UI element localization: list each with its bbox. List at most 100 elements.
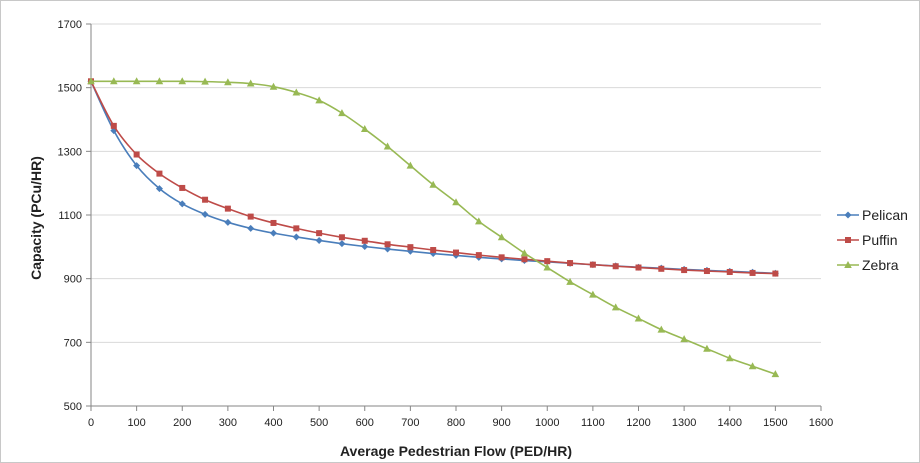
data-point-puffin-400 (270, 219, 277, 226)
data-point-pelican-100 (133, 162, 141, 170)
data-point-zebra-750 (429, 180, 437, 188)
data-point-puffin-750 (430, 247, 437, 254)
x-tick-label-900: 900 (492, 417, 510, 429)
data-point-puffin-1050 (567, 260, 574, 267)
x-tick-label-1000: 1000 (535, 417, 559, 429)
data-point-zebra-1250 (657, 325, 666, 333)
data-point-puffin-650 (384, 241, 391, 248)
y-tick-label-1500: 1500 (58, 83, 82, 95)
x-tick-label-100: 100 (127, 417, 145, 429)
x-tick-label-1500: 1500 (763, 417, 787, 429)
series-line-zebra (91, 80, 776, 375)
x-tick-label-1100: 1100 (581, 417, 605, 429)
y-tick-label-900: 900 (64, 274, 82, 286)
data-point-pelican-300 (224, 218, 232, 226)
data-point-puffin-300 (224, 205, 231, 212)
data-point-zebra-50 (110, 77, 118, 85)
data-point-zebra-800 (452, 198, 460, 206)
data-point-pelican-600 (361, 243, 369, 251)
data-point-puffin-1350 (703, 268, 710, 275)
data-point-pelican-650 (384, 245, 392, 253)
series-pelican (87, 77, 779, 277)
data-point-puffin-1000 (544, 258, 551, 265)
data-point-puffin-1400 (726, 268, 733, 275)
y-tick-label-500: 500 (64, 401, 82, 413)
x-tick-label-500: 500 (310, 417, 328, 429)
legend-marker-puffin (845, 237, 851, 243)
data-point-zebra-350 (246, 79, 255, 87)
data-point-zebra-500 (315, 96, 323, 104)
data-point-zebra-1200 (634, 314, 643, 322)
data-point-zebra-450 (292, 88, 301, 96)
y-tick-label-1100: 1100 (58, 210, 82, 222)
data-point-pelican-200 (178, 200, 186, 208)
x-tick-label-300: 300 (219, 417, 237, 429)
data-point-zebra-1450 (748, 362, 757, 370)
data-point-zebra-1300 (680, 335, 688, 343)
legend-marker-pelican (844, 211, 852, 219)
x-tick-label-800: 800 (447, 417, 465, 429)
x-tick-label-400: 400 (264, 417, 282, 429)
x-tick-label-700: 700 (401, 417, 419, 429)
data-point-zebra-1050 (566, 277, 574, 285)
data-point-pelican-150 (155, 185, 163, 193)
data-point-puffin-700 (407, 244, 414, 251)
data-point-puffin-1450 (749, 269, 756, 276)
data-point-zebra-250 (201, 77, 209, 85)
data-point-puffin-1200 (635, 264, 642, 271)
data-point-puffin-250 (202, 196, 209, 203)
axes (86, 23, 822, 411)
data-point-zebra-900 (497, 233, 506, 241)
x-tick-label-1200: 1200 (626, 417, 650, 429)
x-tick-label-1400: 1400 (718, 417, 742, 429)
legend-item-puffin: Puffin (837, 232, 898, 248)
data-point-zebra-650 (383, 142, 392, 150)
y-axis-title: Capacity (PCu/HR) (28, 156, 44, 280)
data-point-zebra-1350 (703, 344, 711, 352)
data-point-puffin-1500 (772, 270, 779, 277)
x-tick-label-1600: 1600 (809, 417, 833, 429)
data-point-puffin-50 (110, 122, 117, 129)
data-point-zebra-700 (406, 161, 415, 169)
data-point-zebra-1400 (725, 354, 734, 362)
data-point-zebra-1500 (771, 370, 780, 378)
legend: Pelican Puffin Zebra (837, 207, 908, 273)
data-point-zebra-850 (475, 217, 483, 225)
data-point-zebra-150 (155, 77, 164, 85)
data-point-puffin-950 (521, 256, 528, 263)
series-zebra (87, 77, 780, 378)
data-point-puffin-600 (361, 237, 368, 244)
data-point-pelican-350 (247, 224, 255, 232)
legend-item-zebra: Zebra (837, 257, 899, 273)
y-tick-label-700: 700 (64, 337, 82, 349)
data-point-puffin-200 (179, 184, 186, 191)
data-point-puffin-1150 (612, 263, 619, 270)
x-tick-labels: 0 100 200 300 400 500 600 700 800 900 1000 1100 1200… (88, 417, 833, 429)
data-point-zebra-100 (132, 77, 141, 85)
data-point-zebra-950 (520, 249, 529, 257)
data-point-zebra-300 (224, 78, 232, 86)
series-group (87, 77, 780, 378)
series-line-puffin (90, 80, 776, 275)
data-point-puffin-900 (498, 254, 505, 261)
series-line-pelican (90, 80, 776, 275)
data-point-zebra-1000 (543, 263, 552, 271)
data-point-puffin-850 (475, 252, 482, 259)
legend-item-pelican: Pelican (837, 207, 908, 223)
data-point-pelican-550 (338, 240, 346, 248)
x-tick-label-600: 600 (356, 417, 374, 429)
data-point-zebra-1100 (589, 290, 597, 298)
legend-label-puffin: Puffin (862, 232, 898, 248)
x-tick-label-0: 0 (88, 417, 94, 429)
legend-label-pelican: Pelican (862, 207, 908, 223)
data-point-zebra-600 (360, 125, 369, 133)
data-point-puffin-100 (133, 151, 140, 158)
data-point-puffin-1300 (681, 267, 688, 274)
data-point-puffin-1250 (658, 265, 665, 272)
data-point-pelican-400 (270, 229, 277, 237)
data-point-puffin-350 (247, 213, 254, 220)
x-axis-title: Average Pedestrian Flow (PED/HR) (340, 443, 572, 459)
series-puffin (88, 78, 779, 277)
